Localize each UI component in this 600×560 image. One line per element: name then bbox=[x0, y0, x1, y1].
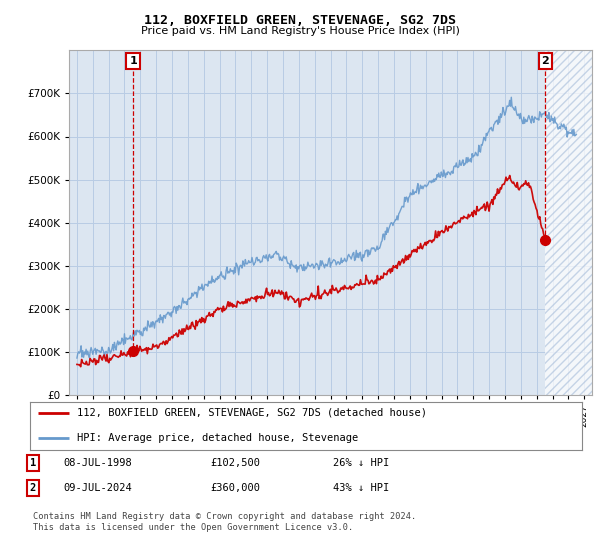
Text: 26% ↓ HPI: 26% ↓ HPI bbox=[333, 458, 389, 468]
Text: 112, BOXFIELD GREEN, STEVENAGE, SG2 7DS: 112, BOXFIELD GREEN, STEVENAGE, SG2 7DS bbox=[144, 14, 456, 27]
Text: 1: 1 bbox=[30, 458, 36, 468]
Text: 112, BOXFIELD GREEN, STEVENAGE, SG2 7DS (detached house): 112, BOXFIELD GREEN, STEVENAGE, SG2 7DS … bbox=[77, 408, 427, 418]
Text: 1: 1 bbox=[129, 56, 137, 66]
Text: 08-JUL-1998: 08-JUL-1998 bbox=[63, 458, 132, 468]
Text: £102,500: £102,500 bbox=[210, 458, 260, 468]
Text: Contains HM Land Registry data © Crown copyright and database right 2024.
This d: Contains HM Land Registry data © Crown c… bbox=[33, 512, 416, 532]
Text: 2: 2 bbox=[541, 56, 549, 66]
Text: HPI: Average price, detached house, Stevenage: HPI: Average price, detached house, Stev… bbox=[77, 433, 358, 443]
Bar bbox=[545, 50, 592, 395]
Text: £360,000: £360,000 bbox=[210, 483, 260, 493]
Text: Price paid vs. HM Land Registry's House Price Index (HPI): Price paid vs. HM Land Registry's House … bbox=[140, 26, 460, 36]
Text: 2: 2 bbox=[30, 483, 36, 493]
Text: 43% ↓ HPI: 43% ↓ HPI bbox=[333, 483, 389, 493]
Text: 09-JUL-2024: 09-JUL-2024 bbox=[63, 483, 132, 493]
